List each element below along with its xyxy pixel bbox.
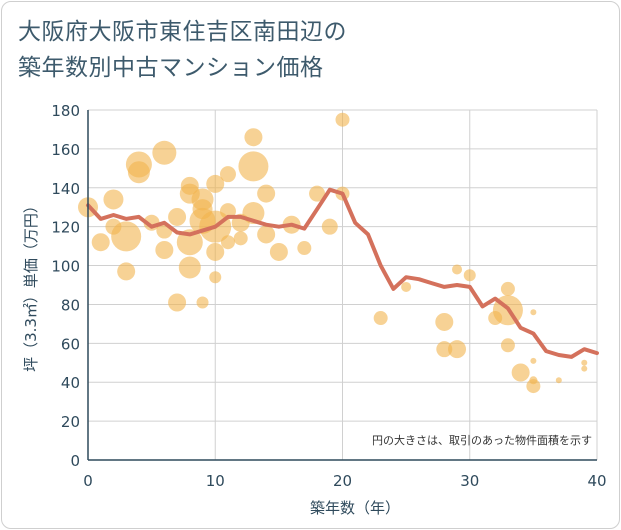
bubble-point [103,189,124,210]
bubble-point [178,256,201,279]
bubble-point [155,241,174,259]
bubble-point [111,221,142,252]
bubble-point [168,207,187,226]
bubble-point [436,341,453,358]
tick-labels: 0 20 40 60 80 100 120 140 160 180 0 10 20 30 40 [51,102,606,490]
chart-title-line-2: 築年数別中古マンション価格 [18,55,324,81]
bubble-point [452,264,463,275]
bubble-point [257,225,276,244]
bubble-point [91,233,110,252]
y-tick-label: 160 [51,141,80,159]
x-tick-label: 40 [587,472,606,490]
bubble-point [530,309,537,316]
bubble-point [206,242,225,261]
x-axis-label: 築年数（年） [310,499,400,517]
chart-title-line-1: 大阪府大阪市東住吉区南田辺の [18,19,347,45]
x-tick-label: 20 [333,472,352,490]
bubble-point [269,242,288,261]
y-tick-label: 80 [61,296,80,314]
bubble-point [233,231,248,246]
bubble-point [500,338,515,353]
bubble-point [219,166,236,183]
y-tick-label: 100 [51,258,80,276]
y-tick-label: 180 [51,102,80,120]
x-tick-label: 0 [83,472,93,490]
bubble-point [220,235,235,250]
y-tick-label: 140 [51,180,80,198]
bubble-point [581,365,588,372]
bubble-point [463,269,476,282]
y-axis-label: 坪（3.3㎡）単価（万円） [22,198,40,372]
bubble-point [555,377,562,384]
average-price-line [86,187,599,359]
bubble-point [401,281,412,292]
bubble-point [309,185,326,202]
x-tick-label: 10 [206,472,225,490]
bubble-point [373,311,388,326]
bubble-point [196,296,209,309]
bubble-point [127,161,150,184]
axes [87,110,597,461]
chart-title: 大阪府大阪市東住吉区南田辺の 築年数別中古マンション価格 [18,14,347,86]
bubble-point [335,112,350,127]
bubble-point [321,218,338,235]
y-tick-label: 60 [61,335,80,353]
bubble-point [152,140,177,165]
y-tick-label: 0 [70,452,80,470]
bubble-point [526,379,541,394]
bubble-point [511,363,530,382]
bubble-point [297,241,312,256]
bubble-point [435,312,454,331]
y-tick-label: 40 [61,374,80,392]
bubble-point [117,262,136,281]
y-tick-label: 20 [61,413,80,431]
bubble-point [209,271,222,284]
bubble-point [238,151,269,182]
bubble-point [500,281,515,296]
bubble-size-note: 円の大きさは、取引のあった物件面積を示す [372,433,592,447]
x-tick-label: 30 [460,472,479,490]
bubble-point [176,229,203,256]
bubble-point [581,359,588,366]
bubble-point [448,340,467,359]
bubble-point [257,184,276,203]
bubble-point [168,293,187,312]
bubble-point [206,174,225,193]
bubble-point [530,357,537,364]
bubble-point [244,128,263,147]
average-line-series [86,187,599,359]
bubble-series [78,112,588,394]
y-tick-label: 120 [51,219,80,237]
